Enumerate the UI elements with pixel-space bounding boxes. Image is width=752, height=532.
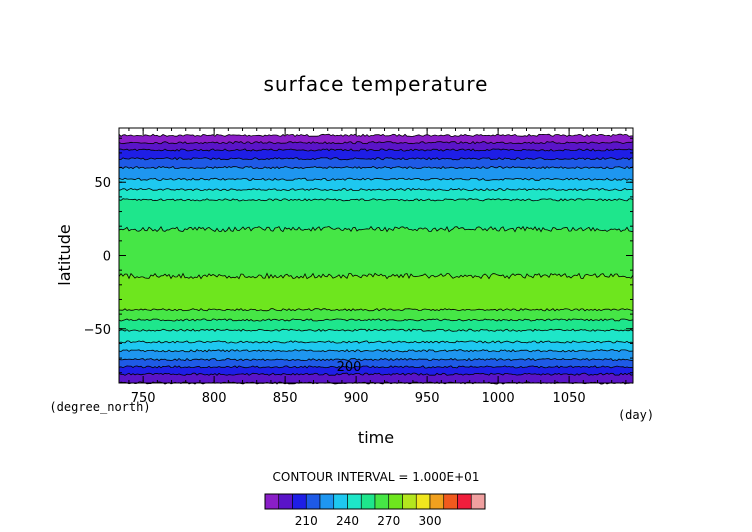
x-tick-label: 1050 (553, 391, 586, 406)
y-tick-label: 50 (94, 176, 111, 191)
colorbar-swatch (388, 493, 403, 510)
contour-line (118, 272, 634, 280)
colorbar-swatch (402, 493, 417, 510)
colorbar-swatch (457, 493, 472, 510)
contour-band (119, 365, 633, 376)
x-tick-label: 800 (202, 391, 227, 406)
y-axis-label: latitude (55, 224, 74, 285)
x-axis: 750 800 850 900 950 1000 1050 (128, 128, 627, 406)
y-tick-label: −50 (84, 323, 111, 338)
contour-band (119, 166, 633, 181)
contour-band (119, 340, 633, 352)
contour-band (119, 318, 633, 332)
contour-line (118, 357, 634, 362)
x-tick-label: 950 (415, 391, 440, 406)
y-axis: −50 0 50 (84, 137, 633, 374)
contour-line (118, 141, 634, 145)
contour-line (118, 308, 634, 312)
colorbar-swatch (333, 493, 348, 510)
colorbar-swatch (470, 493, 486, 510)
contour-band (119, 157, 633, 169)
colorbar (264, 493, 486, 510)
colorbar-tick-label: 210 (295, 514, 318, 528)
contour-band (119, 273, 633, 311)
plot-area (118, 133, 634, 385)
contour-interval-label: CONTOUR INTERVAL = 1.000E+01 (273, 470, 480, 484)
contour-band (119, 198, 633, 232)
contour-line (118, 165, 634, 170)
colorbar-swatch (429, 493, 445, 510)
colorbar-tick-label: 240 (336, 514, 359, 528)
contour-band (119, 226, 633, 279)
x-tick-label: 850 (273, 391, 298, 406)
contour-line (118, 340, 634, 344)
contour-line (118, 225, 634, 233)
colorbar-swatch (305, 493, 321, 510)
colorbar-swatch (443, 493, 458, 510)
contour-line (118, 177, 634, 181)
x-axis-label: time (358, 428, 394, 447)
chart-title: surface temperature (264, 72, 489, 96)
colorbar-swatch (374, 493, 390, 510)
colorbar-swatch (360, 493, 376, 510)
contour-band (119, 148, 633, 160)
x-tick-label: 1000 (482, 391, 515, 406)
colorbar-swatch (319, 493, 335, 510)
contour-label: 200 (337, 360, 362, 375)
contour-band (119, 188, 633, 201)
contour-line (118, 318, 634, 322)
colorbar-tick-label: 270 (377, 514, 400, 528)
colorbar-swatch (278, 493, 293, 510)
colorbar-swatch (264, 493, 280, 510)
colorbar-frame (264, 493, 486, 510)
contour-band (119, 329, 633, 344)
contour-band (119, 141, 633, 152)
contour-line (118, 328, 634, 332)
colorbar-swatch (347, 493, 362, 510)
y-axis-unit: (degree_north) (49, 400, 150, 414)
contour-line (118, 349, 634, 353)
contour-line (118, 133, 633, 137)
x-tick-label: 750 (131, 391, 156, 406)
colorbar-tick-label: 300 (419, 514, 442, 528)
contour-band (119, 134, 633, 144)
contour-line (118, 187, 634, 192)
contour-band (119, 308, 633, 322)
contour-line (118, 365, 634, 369)
colorbar-swatch (415, 493, 431, 510)
colorbar-swatch (292, 493, 307, 510)
contour-line (118, 157, 634, 161)
contour-line (118, 372, 634, 376)
contour-line (118, 148, 633, 152)
contour-band (119, 178, 633, 191)
colorbar-ticks: 210 240 270 300 (295, 514, 442, 528)
contour-band (119, 373, 633, 385)
contour-band (119, 349, 633, 361)
x-axis-unit: (day) (618, 408, 654, 422)
x-tick-label: 900 (344, 391, 369, 406)
y-tick-label: 0 (103, 250, 111, 265)
contour-line (118, 198, 634, 202)
